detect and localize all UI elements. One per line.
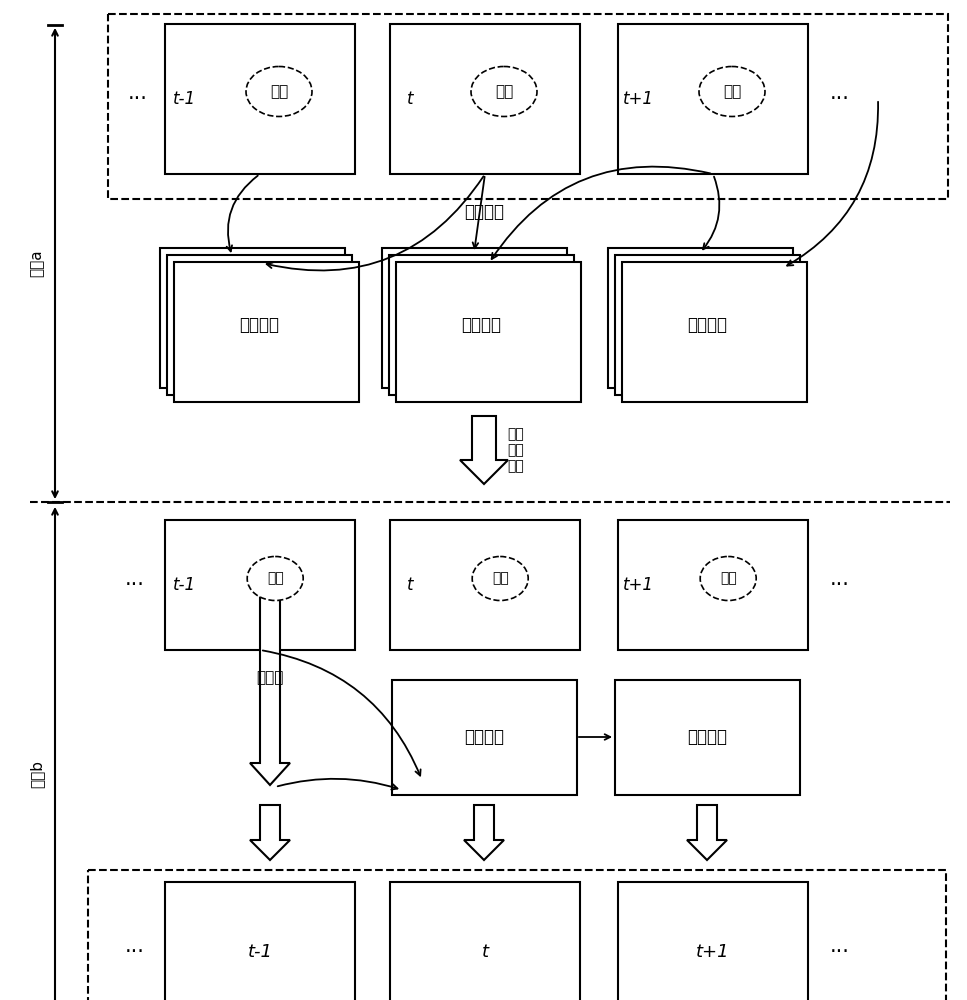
Bar xyxy=(167,255,352,395)
Polygon shape xyxy=(464,805,504,860)
Ellipse shape xyxy=(246,66,312,116)
Ellipse shape xyxy=(699,66,765,116)
Bar xyxy=(108,14,948,199)
Ellipse shape xyxy=(700,556,756,600)
Text: 步骤b: 步骤b xyxy=(30,760,44,788)
Bar xyxy=(390,24,580,174)
Bar xyxy=(165,520,355,650)
Bar xyxy=(615,255,800,395)
Text: t+1: t+1 xyxy=(623,576,654,594)
Bar xyxy=(615,680,800,795)
Text: ···: ··· xyxy=(830,89,850,109)
Polygon shape xyxy=(250,570,290,785)
Bar xyxy=(618,520,808,650)
Text: ···: ··· xyxy=(830,942,850,962)
Bar xyxy=(382,248,567,388)
Polygon shape xyxy=(687,805,727,860)
Text: t: t xyxy=(482,943,488,961)
Text: t-1: t-1 xyxy=(173,576,196,594)
Text: 内插法: 内插法 xyxy=(256,670,283,685)
Text: t: t xyxy=(407,90,413,108)
Text: 空洞: 空洞 xyxy=(267,572,283,585)
Text: 输入视频: 输入视频 xyxy=(464,203,504,221)
Text: 投影图像: 投影图像 xyxy=(687,316,727,334)
Bar xyxy=(165,882,355,1000)
Polygon shape xyxy=(250,805,290,860)
Text: ···: ··· xyxy=(128,89,148,109)
Ellipse shape xyxy=(471,66,537,116)
Bar xyxy=(174,262,359,402)
Text: t-1: t-1 xyxy=(173,90,196,108)
Text: 步骤a: 步骤a xyxy=(30,250,44,277)
Bar xyxy=(389,255,574,395)
Bar xyxy=(622,262,807,402)
Text: t: t xyxy=(407,576,413,594)
Polygon shape xyxy=(460,416,508,484)
Bar xyxy=(390,882,580,1000)
Text: 投影图像: 投影图像 xyxy=(687,728,727,746)
Bar xyxy=(160,248,345,388)
Bar xyxy=(392,680,577,795)
Bar xyxy=(165,24,355,174)
Text: 投影图像: 投影图像 xyxy=(239,316,279,334)
Text: ···: ··· xyxy=(125,575,145,595)
Text: 空洞: 空洞 xyxy=(723,84,741,99)
Text: 投影图像: 投影图像 xyxy=(461,316,501,334)
Text: t-1: t-1 xyxy=(248,943,273,961)
Bar xyxy=(618,882,808,1000)
Ellipse shape xyxy=(472,556,528,600)
Text: ···: ··· xyxy=(830,575,850,595)
Text: 空洞: 空洞 xyxy=(719,572,737,585)
Text: 投影图像: 投影图像 xyxy=(464,728,504,746)
Bar xyxy=(396,262,581,402)
Bar xyxy=(618,24,808,174)
Ellipse shape xyxy=(248,556,304,600)
Bar xyxy=(88,870,946,1000)
Text: ···: ··· xyxy=(125,942,145,962)
Text: 多帧
联合
优化: 多帧 联合 优化 xyxy=(508,427,524,473)
Text: t+1: t+1 xyxy=(696,943,730,961)
Text: 空洞: 空洞 xyxy=(495,84,513,99)
Bar xyxy=(390,520,580,650)
Bar xyxy=(608,248,793,388)
Text: t+1: t+1 xyxy=(623,90,654,108)
Text: 空洞: 空洞 xyxy=(492,572,509,585)
Text: 空洞: 空洞 xyxy=(270,84,288,99)
